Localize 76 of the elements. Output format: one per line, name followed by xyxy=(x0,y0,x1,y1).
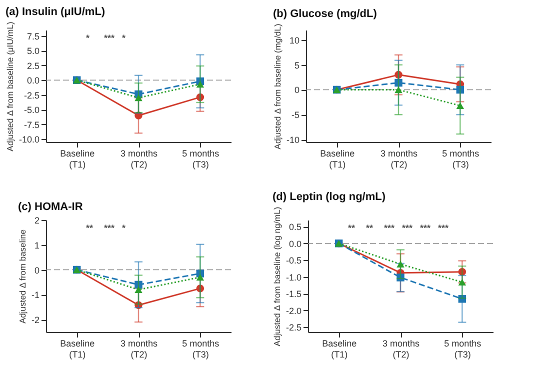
point xyxy=(134,301,142,309)
x-tick-label: 5 months (T3) xyxy=(182,148,220,170)
point xyxy=(456,86,464,94)
x-tick-label: 3 months (T2) xyxy=(120,148,158,170)
y-tick-label: -1.5 xyxy=(286,289,302,300)
point xyxy=(394,70,402,79)
annotation: *** xyxy=(104,33,116,43)
y-tick-label: 5.0 xyxy=(26,46,40,56)
annotation: * xyxy=(86,33,90,43)
annotation: *** xyxy=(420,223,432,233)
point xyxy=(134,94,142,102)
y-tick-label: 0.0 xyxy=(26,76,40,86)
y-tick-label: 5 xyxy=(294,60,300,70)
x-tick-label: Baseline (T1) xyxy=(60,148,95,170)
y-tick-label: 0.5 xyxy=(288,222,302,232)
y-tick-label: -2 xyxy=(31,315,40,326)
y-tick-label: -5.0 xyxy=(24,105,40,116)
y-tick-label: 2 xyxy=(34,216,40,226)
point xyxy=(196,93,204,102)
annotation: *** xyxy=(384,223,396,233)
point xyxy=(196,274,204,281)
annotation: * xyxy=(122,33,126,43)
point xyxy=(134,112,142,120)
y-tick-label: -1.0 xyxy=(286,272,302,282)
point xyxy=(196,80,204,88)
annotation: * xyxy=(122,223,126,233)
annotation: ** xyxy=(366,223,374,233)
annotation: ** xyxy=(86,223,94,233)
x-tick-label: Baseline (T1) xyxy=(60,338,95,360)
y-axis-title: Adjusted Δ from baseline (mg/dL) xyxy=(272,23,282,150)
y-tick-label: -10 xyxy=(286,135,300,146)
y-tick-label: -7.5 xyxy=(24,120,40,130)
point xyxy=(394,78,402,87)
y-axis-title: Adjusted Δ from baseline (μIU/mL) xyxy=(4,22,15,152)
annotation: *** xyxy=(104,223,116,233)
y-tick-label: 2.5 xyxy=(26,60,40,71)
annotation: ** xyxy=(348,223,356,233)
y-tick-label: -10.0 xyxy=(18,134,40,145)
y-tick-label: 0 xyxy=(34,265,40,276)
y-tick-label: 1 xyxy=(34,240,40,250)
point xyxy=(396,274,404,282)
y-tick-label: 7.5 xyxy=(26,31,40,42)
x-tick-label: 3 months (T2) xyxy=(382,338,420,360)
chart-title: (b) Glucose (mg/dL) xyxy=(272,8,378,20)
point xyxy=(396,260,404,268)
chart-title: (d) Leptin (log ng/mL) xyxy=(272,191,386,204)
y-tick-label: -2.5 xyxy=(24,90,40,100)
point xyxy=(134,280,142,289)
y-axis-title: Adjusted Δ from baseline (log ng/mL) xyxy=(272,206,282,346)
point xyxy=(456,102,464,110)
y-tick-label: 10 xyxy=(289,35,300,46)
chart-title: (c) HOMA-IR xyxy=(18,201,83,213)
annotation: *** xyxy=(402,223,414,233)
point xyxy=(196,284,204,292)
x-tick-label: Baseline (T1) xyxy=(320,148,355,170)
x-tick-label: 3 months (T2) xyxy=(380,148,418,170)
y-axis-title: Adjusted Δ from baseline xyxy=(18,229,28,324)
x-tick-label: 5 months (T3) xyxy=(182,338,220,360)
y-tick-label: -1 xyxy=(31,290,40,300)
y-tick-label: -0.5 xyxy=(286,256,302,266)
y-tick-label: -5 xyxy=(291,110,300,120)
x-tick-label: 5 months (T3) xyxy=(444,338,482,360)
point xyxy=(458,268,466,276)
point xyxy=(458,295,466,303)
y-tick-label: 0.0 xyxy=(288,238,302,249)
annotation: *** xyxy=(438,223,450,233)
y-tick-label: -2.0 xyxy=(286,306,302,316)
y-tick-label: -2.5 xyxy=(286,322,302,332)
point xyxy=(134,286,142,294)
x-tick-label: Baseline (T1) xyxy=(322,338,357,360)
x-tick-label: 5 months (T3) xyxy=(442,148,480,170)
point xyxy=(394,86,402,94)
point xyxy=(458,278,466,286)
y-tick-label: 0 xyxy=(294,85,300,96)
x-tick-label: 3 months (T2) xyxy=(120,338,158,360)
chart-title: (a) Insulin (μIU/mL) xyxy=(5,6,106,18)
